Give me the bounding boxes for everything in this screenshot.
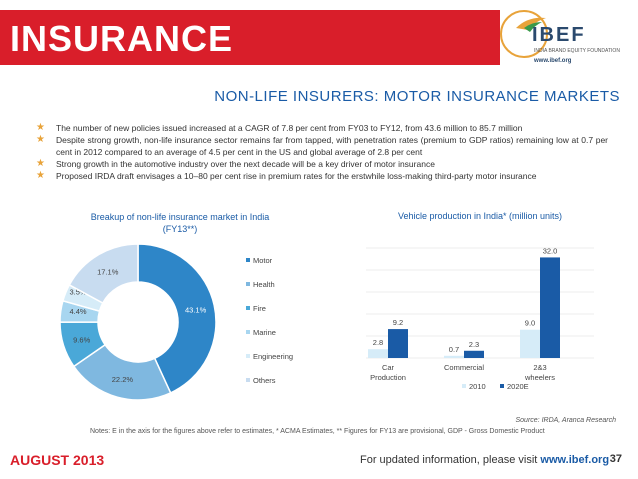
logo-url[interactable]: www.ibef.org — [534, 58, 572, 64]
pie-slice-others — [68, 243, 139, 305]
source-note: Source: IRDA, Aranca Research — [515, 417, 616, 424]
page-title: INSURANCE — [10, 18, 234, 59]
bar-data-label: 2.3 — [469, 340, 479, 349]
legend-label-2010: 2010 — [469, 382, 486, 391]
footer-url-link[interactable]: www.ibef.org — [540, 454, 610, 466]
legend-swatch-engineering — [246, 354, 250, 358]
pie-slice-motor — [137, 243, 217, 394]
bar-data-label: 2.8 — [373, 338, 383, 347]
footer-date: AUGUST 2013 — [10, 452, 105, 468]
pie-data-label: 22.2% — [112, 375, 134, 384]
bullet-text: Strong growth in the automotive industry… — [56, 159, 435, 169]
star-icon: ★ — [36, 134, 45, 145]
x-tick-label: wheelers — [524, 373, 555, 382]
legend-label-fire: Fire — [253, 304, 266, 313]
pie-data-label: 3.5% — [69, 288, 86, 297]
bar-2010 — [444, 355, 464, 358]
pie-title-line1: Breakup of non-life insurance market in … — [90, 212, 270, 222]
legend-label-marine: Marine — [253, 328, 276, 337]
pie-chart-title: Breakup of non-life insurance market in … — [60, 211, 300, 235]
source-label: Source: — [515, 417, 540, 424]
bullet-text: Despite strong growth, non-life insuranc… — [56, 135, 608, 157]
bar-chart-title: Vehicle production in India* (million un… — [397, 211, 563, 221]
bullet-item: ★ Despite strong growth, non-life insuran… — [36, 134, 608, 158]
page-number: 37 — [609, 453, 622, 465]
bullet-item: ★ Strong growth in the automotive industr… — [36, 158, 608, 170]
legend-swatch-marine — [246, 330, 250, 334]
header: INSURANCE IBEF INDIA BRAND EQUITY FOUNDA… — [0, 0, 638, 72]
footer-info-text: For updated information, please visit — [360, 454, 538, 466]
footer-info: For updated information, please visit ww… — [360, 454, 609, 466]
legend-label-engineering: Engineering — [253, 352, 293, 361]
legend-label-others: Others — [253, 376, 276, 385]
legend-swatch-motor — [246, 258, 250, 262]
x-tick-label: Car — [382, 363, 395, 372]
legend-label-2020e: 2020E — [507, 382, 529, 391]
title-banner — [0, 10, 500, 65]
x-tick-label: 2&3 — [533, 363, 546, 372]
ibef-logo[interactable]: IBEF INDIA BRAND EQUITY FOUNDATION www.i… — [500, 4, 638, 70]
x-tick-label: Commercial — [444, 363, 484, 372]
legend-swatch-2020e — [500, 384, 504, 388]
x-tick-label: Production — [370, 373, 406, 382]
star-icon: ★ — [36, 170, 45, 181]
legend-swatch-health — [246, 282, 250, 286]
source-text: IRDA, Aranca Research — [541, 417, 616, 424]
bar-2020e — [540, 257, 560, 358]
bar-2020e — [464, 350, 484, 358]
legend-swatch-fire — [246, 306, 250, 310]
pie-data-label: 17.1% — [97, 267, 119, 276]
bar-data-label: 0.7 — [449, 345, 459, 354]
legend-label-health: Health — [253, 280, 275, 289]
bird-icon — [516, 17, 546, 32]
pie-title-line2: (FY13**) — [162, 224, 198, 234]
star-icon: ★ — [36, 122, 45, 133]
legend-swatch-2010 — [462, 384, 466, 388]
bullet-item: ★ The number of new policies issued incre… — [36, 122, 608, 134]
bullet-text: Proposed IRDA draft envisages a 10–80 pe… — [56, 171, 537, 181]
bar-data-label: 9.0 — [525, 319, 535, 328]
bullet-list: ★ The number of new policies issued incre… — [36, 122, 608, 182]
logo-text: IBEF — [532, 24, 586, 46]
logo-circle-icon — [500, 10, 548, 58]
notes: Notes: E in the axis for the figures abo… — [90, 428, 545, 435]
bar-data-label: 9.2 — [393, 318, 403, 327]
section-subtitle: NON-LIFE INSURERS: MOTOR INSURANCE MARKE… — [214, 88, 620, 105]
bullet-text: The number of new policies issued increa… — [56, 123, 523, 133]
star-icon: ★ — [36, 158, 45, 169]
bar-2020e — [388, 329, 408, 358]
pie-data-label: 9.6% — [73, 336, 90, 345]
bar-2010 — [520, 329, 540, 358]
bullet-item: ★ Proposed IRDA draft envisages a 10–80 p… — [36, 170, 608, 182]
pie-data-label: 43.1% — [185, 305, 207, 314]
bar-data-label: 32.0 — [543, 246, 558, 255]
pie-data-label: 4.4% — [69, 307, 86, 316]
logo-subtitle: INDIA BRAND EQUITY FOUNDATION — [534, 48, 620, 54]
bar-2010 — [368, 349, 388, 358]
legend-swatch-others — [246, 378, 250, 382]
legend-label-motor: Motor — [253, 256, 273, 265]
